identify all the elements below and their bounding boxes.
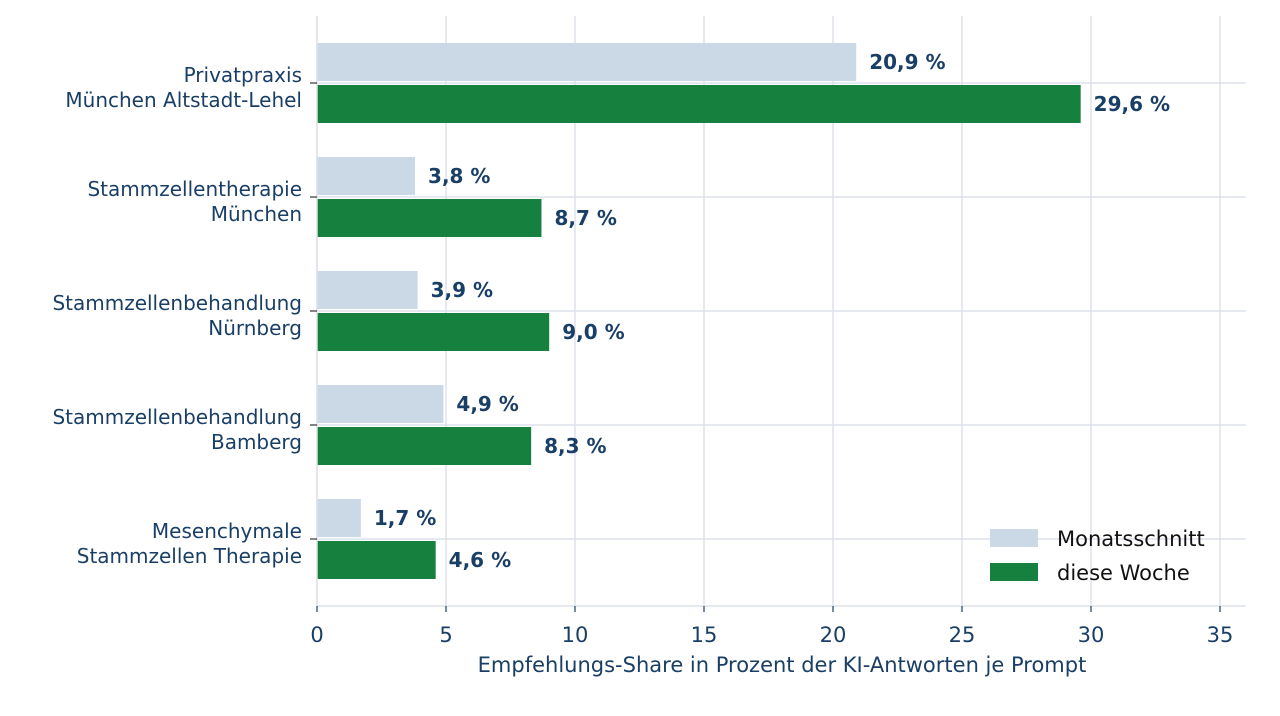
category-label: Bamberg: [211, 430, 302, 454]
category-label: München: [211, 202, 302, 226]
category-label: Stammzellentherapie: [87, 177, 302, 201]
bar-value-label: 4,6 %: [449, 548, 511, 572]
bar-value-label: 4,9 %: [456, 392, 518, 416]
bar-monthly: [317, 271, 418, 309]
bar-weekly: [317, 541, 436, 579]
category-label: München Altstadt-Lehel: [65, 88, 302, 112]
bars: [317, 43, 1081, 579]
x-tick-label: 5: [439, 623, 452, 647]
category-label: Stammzellen Therapie: [77, 544, 302, 568]
bar-value-label: 9,0 %: [562, 320, 624, 344]
bar-weekly: [317, 85, 1081, 123]
legend-swatch: [990, 563, 1038, 581]
bar-value-label: 8,3 %: [544, 434, 606, 458]
bar-value-label: 3,8 %: [428, 164, 490, 188]
category-label: Mesenchymale: [152, 519, 302, 543]
legend-label: Monatsschnitt: [1057, 527, 1205, 551]
x-tick-label: 20: [820, 623, 847, 647]
bar-weekly: [317, 427, 532, 465]
bar-monthly: [317, 385, 444, 423]
bar-value-label: 20,9 %: [869, 50, 945, 74]
bar-value-label: 3,9 %: [431, 278, 493, 302]
bar-weekly: [317, 199, 542, 237]
bar-monthly: [317, 157, 416, 195]
labels: 20,9 % 3,8 % 3,9 % 4,9 % 1,7 % 29,6 % 8,7 % 9,0…: [374, 50, 1170, 572]
bar-monthly: [317, 499, 361, 537]
category-label: Stammzellenbehandlung: [52, 291, 302, 315]
legend-swatch: [990, 529, 1038, 547]
x-tick-label: 35: [1207, 623, 1234, 647]
x-tick-label: 30: [1078, 623, 1105, 647]
category-label: Stammzellenbehandlung: [52, 405, 302, 429]
x-tick-label: 10: [562, 623, 589, 647]
x-tick-label: 25: [949, 623, 976, 647]
category-label: Privatpraxis: [184, 63, 302, 87]
bar-value-label: 29,6 %: [1094, 92, 1170, 116]
bar-monthly: [317, 43, 857, 81]
category-label: Nürnberg: [208, 316, 302, 340]
bar-value-label: 1,7 %: [374, 506, 436, 530]
legend-label: diese Woche: [1057, 561, 1190, 585]
x-axis-title: Empfehlungs-Share in Prozent der KI-Antw…: [478, 653, 1087, 677]
legend: Monatsschnitt diese Woche: [990, 527, 1205, 585]
x-tick-label: 0: [310, 623, 323, 647]
x-tick-label: 15: [691, 623, 718, 647]
bar-weekly: [317, 313, 550, 351]
bar-value-label: 8,7 %: [554, 206, 616, 230]
